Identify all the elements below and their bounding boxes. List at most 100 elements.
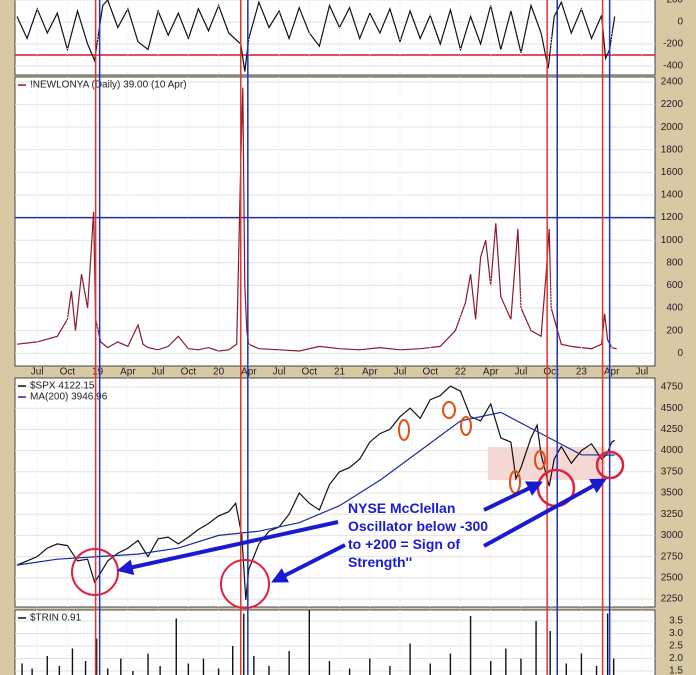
legend-label: MA(200) 3946.96 bbox=[30, 392, 108, 403]
plot: 2000-200-4002400220020001800160014001200… bbox=[15, 0, 683, 675]
y-tick-label: 2000 bbox=[661, 122, 684, 133]
bar bbox=[389, 666, 391, 675]
bar bbox=[84, 661, 87, 675]
bar bbox=[308, 610, 310, 675]
y-tick-label: 1.5 bbox=[669, 666, 683, 675]
x-tick-label: 19 bbox=[92, 367, 104, 378]
bar bbox=[348, 668, 351, 675]
bar bbox=[565, 663, 568, 675]
ellipse bbox=[398, 419, 410, 441]
bar bbox=[159, 666, 161, 675]
bar bbox=[505, 648, 507, 675]
x-tick-label: Jul bbox=[31, 367, 44, 378]
circle bbox=[220, 559, 270, 609]
bar bbox=[328, 661, 331, 675]
ellipse bbox=[534, 450, 546, 470]
x-tick-label: Jul bbox=[273, 367, 286, 378]
bar bbox=[175, 618, 177, 675]
y-tick-label: 4000 bbox=[661, 445, 684, 456]
bar bbox=[612, 658, 615, 675]
x-tick-label: Apr bbox=[241, 367, 257, 378]
x-tick-label: Apr bbox=[362, 367, 378, 378]
bar bbox=[268, 666, 270, 675]
bar bbox=[120, 658, 122, 675]
bar bbox=[243, 613, 245, 675]
y-tick-label: -400 bbox=[663, 61, 683, 72]
x-tick-label: Oct bbox=[543, 367, 559, 378]
x-tick-label: Jul bbox=[515, 367, 528, 378]
y-tick-label: 1000 bbox=[661, 235, 684, 246]
ellipse bbox=[460, 416, 472, 436]
y-tick-label: 1800 bbox=[661, 144, 684, 155]
y-tick-label: 400 bbox=[666, 303, 683, 314]
legend-label: $SPX 4122.15 bbox=[30, 381, 95, 392]
x-tick-label: Oct bbox=[422, 367, 438, 378]
x-tick-label: 21 bbox=[334, 367, 346, 378]
bar bbox=[595, 666, 598, 675]
bar bbox=[449, 653, 452, 675]
annotations: NYSE McClellan Oscillator below -300 to +2… bbox=[71, 401, 625, 609]
x-tick-label: Jul bbox=[635, 367, 648, 378]
y-tick-label: 1200 bbox=[661, 212, 684, 223]
y-tick-label: 4250 bbox=[661, 424, 684, 435]
y-tick-label: 200 bbox=[666, 325, 683, 336]
bar bbox=[147, 653, 149, 675]
legend-label: $TRIN 0.91 bbox=[30, 613, 82, 624]
y-tick-label: 2250 bbox=[661, 594, 684, 605]
bar bbox=[549, 631, 551, 675]
bar bbox=[202, 658, 205, 675]
arrow bbox=[483, 478, 607, 548]
x-tick-label: Oct bbox=[302, 367, 318, 378]
y-tick-label: 4750 bbox=[661, 382, 684, 393]
ellipse bbox=[442, 401, 456, 419]
circle bbox=[595, 450, 625, 480]
x-tick-label: Oct bbox=[181, 367, 197, 378]
y-tick-label: 3.0 bbox=[669, 628, 683, 639]
y-tick-label: 1600 bbox=[661, 167, 684, 178]
arrow bbox=[483, 481, 543, 512]
y-tick-label: 2400 bbox=[661, 77, 684, 88]
series-line bbox=[16, 385, 616, 600]
bar bbox=[288, 651, 290, 675]
bar bbox=[71, 648, 74, 675]
bar bbox=[58, 666, 61, 675]
bar bbox=[409, 643, 411, 675]
x-tick-label: Apr bbox=[120, 367, 136, 378]
annotation: to +200 = Sign of bbox=[348, 536, 460, 552]
bar bbox=[469, 616, 472, 675]
series-line bbox=[16, 411, 615, 566]
y-tick-label: -200 bbox=[663, 39, 683, 50]
y-tick-label: 3750 bbox=[661, 466, 684, 477]
y-tick-label: 1400 bbox=[661, 190, 684, 201]
y-tick-label: 4500 bbox=[661, 403, 684, 414]
bar bbox=[187, 663, 190, 675]
x-tick-label: Jul bbox=[394, 367, 407, 378]
series-line bbox=[16, 87, 617, 352]
y-tick-label: 3500 bbox=[661, 488, 684, 499]
legend-label: !NEWLONYA (Daily) 39.00 (10 Apr) bbox=[30, 80, 187, 91]
bar bbox=[21, 663, 23, 675]
y-tick-label: 3000 bbox=[661, 530, 684, 541]
bar bbox=[217, 668, 220, 675]
y-tick-label: 3250 bbox=[661, 509, 684, 520]
bar bbox=[429, 663, 431, 675]
y-tick-label: 2200 bbox=[661, 99, 684, 110]
bar bbox=[95, 638, 98, 675]
x-tick-label: Apr bbox=[483, 367, 499, 378]
y-tick-label: 2500 bbox=[661, 572, 684, 583]
panel bbox=[15, 0, 655, 72]
y-tick-label: 2750 bbox=[661, 551, 684, 562]
y-tick-label: 3.5 bbox=[669, 616, 683, 627]
bar bbox=[107, 668, 109, 675]
x-tick-label: Jul bbox=[152, 367, 165, 378]
y-tick-label: 0 bbox=[677, 348, 683, 359]
bar bbox=[580, 653, 583, 675]
bar bbox=[232, 646, 234, 675]
y-tick-label: 0 bbox=[677, 17, 683, 28]
annotation: NYSE McClellan bbox=[348, 500, 455, 516]
series-line bbox=[16, 0, 616, 72]
y-tick-label: 200 bbox=[666, 0, 683, 6]
y-tick-label: 2.5 bbox=[669, 641, 683, 652]
